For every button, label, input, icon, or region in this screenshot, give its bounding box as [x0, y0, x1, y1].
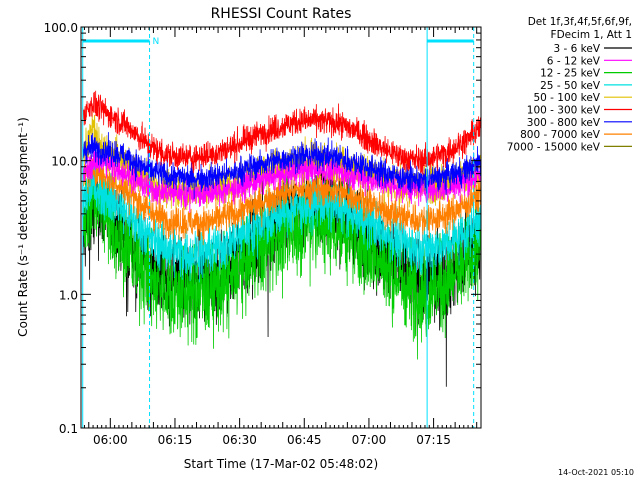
- y-tick-label: 100.0: [44, 21, 78, 35]
- legend-label: 12 - 25 keV: [540, 68, 601, 80]
- night-marker-label: N: [153, 37, 160, 47]
- legend-label: 7000 - 15000 keV: [507, 141, 601, 153]
- timestamp-footer: 14-Oct-2021 05:10: [558, 468, 634, 477]
- legend-label: 25 - 50 keV: [540, 80, 601, 92]
- legend: Det 1f,3f,4f,5f,6f,9f, FDecim 1, Att 1 3…: [507, 16, 632, 153]
- x-axis-label: Start Time (17-Mar-02 05:48:02): [184, 457, 378, 471]
- legend-header-line-1: Det 1f,3f,4f,5f,6f,9f,: [528, 16, 632, 28]
- legend-label: 800 - 7000 keV: [520, 129, 601, 141]
- x-tick-label: 07:15: [416, 433, 451, 447]
- y-axis-label: Count Rate (s⁻¹ detector segment⁻¹): [16, 117, 30, 337]
- legend-label: 100 - 300 keV: [527, 105, 601, 117]
- x-tick-label: 06:15: [158, 433, 193, 447]
- y-tick-label: 10.0: [51, 155, 78, 169]
- y-tick-label: 0.1: [59, 422, 78, 436]
- x-tick-label: 06:30: [222, 433, 257, 447]
- chart-title: RHESSI Count Rates: [211, 6, 352, 22]
- y-tick-label: 1.0: [59, 288, 78, 302]
- x-tick-label: 06:00: [93, 433, 128, 447]
- plot-area: N 0.1 1.0 10.0 100.0 06:00 06:15 06:30 06:45 07:0…: [44, 21, 482, 447]
- x-tick-label: 06:45: [287, 433, 322, 447]
- series-line-300-800kev: [82, 132, 481, 200]
- legend-label: 6 - 12 keV: [547, 55, 601, 67]
- legend-label: 3 - 6 keV: [553, 43, 600, 55]
- series-line-100-300kev: [82, 90, 481, 176]
- legend-label: 50 - 100 keV: [533, 92, 600, 104]
- legend-label: 300 - 800 keV: [527, 117, 601, 129]
- plot-frame: [80, 26, 482, 429]
- legend-header-line-2: FDecim 1, Att 1: [551, 29, 632, 41]
- x-tick-label: 07:00: [352, 433, 387, 447]
